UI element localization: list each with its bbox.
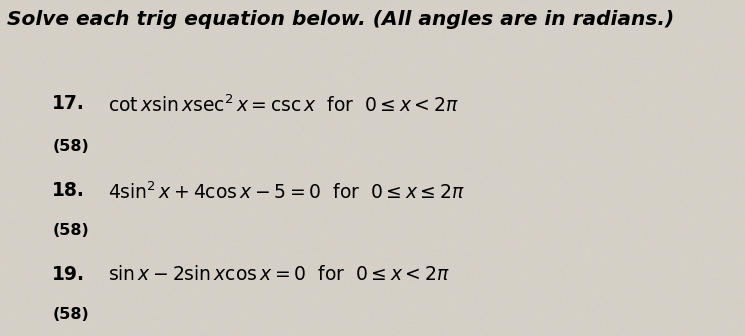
Text: (58): (58) — [52, 307, 89, 323]
Text: $4\sin^2 x + 4\cos x - 5 = 0$  for  $0 \leq x \leq 2\pi$: $4\sin^2 x + 4\cos x - 5 = 0$ for $0 \le… — [108, 181, 465, 203]
Text: (58): (58) — [52, 139, 89, 155]
Text: $\mathrm{cot}\,x\sin x\sec^2 x = \csc x$  for  $0 \leq x < 2\pi$: $\mathrm{cot}\,x\sin x\sec^2 x = \csc x$… — [108, 94, 459, 116]
Text: $\sin x - 2\sin x\cos x = 0$  for  $0 \leq x < 2\pi$: $\sin x - 2\sin x\cos x = 0$ for $0 \leq… — [108, 265, 450, 285]
Text: 17.: 17. — [52, 94, 85, 113]
Text: Solve each trig equation below. (All angles are in radians.): Solve each trig equation below. (All ang… — [7, 10, 675, 29]
Text: 19.: 19. — [52, 265, 85, 285]
Text: (58): (58) — [52, 223, 89, 239]
Text: 18.: 18. — [52, 181, 85, 201]
